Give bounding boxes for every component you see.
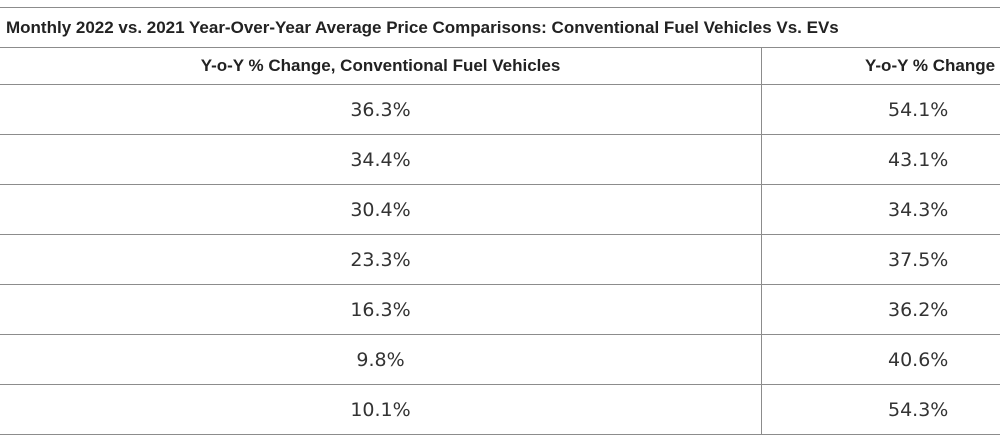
price-comparison-table: Monthly 2022 vs. 2021 Year-Over-Year Ave… [0, 7, 1000, 435]
table-cell-conventional: 36.3% [0, 85, 762, 135]
table-cell-conventional: 34.4% [0, 135, 762, 185]
table-cell-ev: 37.5% [762, 235, 1000, 285]
table-cell-ev: 36.2% [762, 285, 1000, 335]
table-cell-conventional: 16.3% [0, 285, 762, 335]
column-header-conventional: Y-o-Y % Change, Conventional Fuel Vehicl… [0, 48, 762, 85]
table-grid: Y-o-Y % Change, Conventional Fuel Vehicl… [0, 48, 1000, 435]
table-cell-ev: 34.3% [762, 185, 1000, 235]
table-cell-ev: 54.3% [762, 385, 1000, 435]
column-header-ev: Y-o-Y % Change [762, 48, 1000, 85]
table-cell-ev: 43.1% [762, 135, 1000, 185]
table-cell-conventional: 23.3% [0, 235, 762, 285]
table-title: Monthly 2022 vs. 2021 Year-Over-Year Ave… [0, 7, 1000, 48]
table-cell-ev: 40.6% [762, 335, 1000, 385]
table-cell-ev: 54.1% [762, 85, 1000, 135]
table-cell-conventional: 30.4% [0, 185, 762, 235]
table-cell-conventional: 9.8% [0, 335, 762, 385]
table-cell-conventional: 10.1% [0, 385, 762, 435]
